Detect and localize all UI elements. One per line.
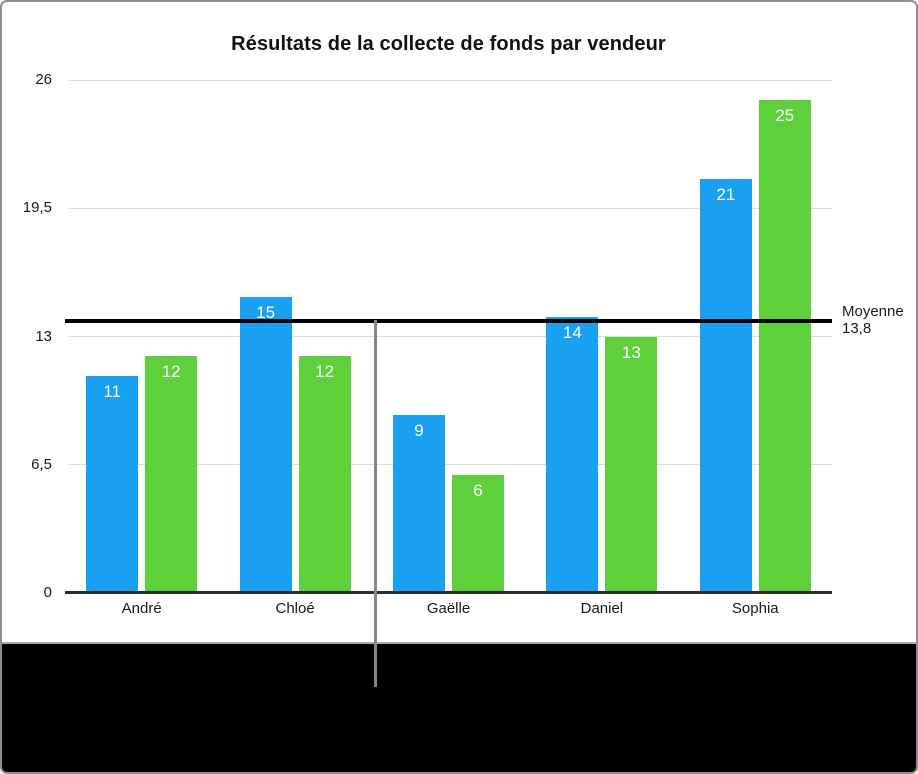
category-label: Gaëlle — [426, 600, 471, 617]
bar — [452, 474, 504, 593]
bar — [298, 356, 351, 593]
bar-value-label: 11 — [103, 381, 122, 401]
gridline — [69, 207, 832, 209]
category-label: Chloé — [275, 600, 315, 617]
bar-value-label: 12 — [161, 362, 181, 382]
footer-black-area — [2, 644, 916, 772]
average-line-label-text: Moyenne — [842, 303, 904, 320]
bar — [393, 415, 445, 593]
bar-value-label: 12 — [315, 362, 335, 382]
category-label: Sophia — [731, 600, 779, 617]
y-tick-label: 0 — [43, 584, 52, 601]
bar-value-label: 14 — [562, 322, 582, 342]
y-tick-label: 13 — [35, 327, 52, 345]
average-reference-line — [65, 318, 832, 323]
vertical-marker-line — [374, 319, 377, 687]
y-tick-label: 6,5 — [31, 455, 52, 473]
average-line-value: 13,8 — [842, 320, 872, 337]
bar — [239, 297, 292, 593]
bar-value-label: 21 — [716, 184, 736, 204]
bar — [145, 356, 198, 593]
bar — [546, 316, 599, 593]
bar — [86, 375, 139, 593]
gridline — [69, 79, 832, 81]
gridline — [69, 464, 832, 466]
footer-divider — [2, 642, 916, 644]
category-label: André — [121, 600, 162, 617]
bar-value-label: 9 — [414, 421, 424, 441]
bar-value-label: 13 — [621, 342, 641, 362]
bar-value-label: 6 — [473, 480, 483, 500]
bar-value-label: 25 — [775, 105, 795, 125]
category-label: Daniel — [580, 600, 624, 617]
bar — [699, 178, 752, 593]
x-axis-line — [65, 591, 832, 594]
bar-value-label: 15 — [256, 303, 276, 323]
bar — [605, 336, 658, 593]
y-tick-label: 26 — [35, 71, 52, 88]
y-tick-label: 19,5 — [22, 199, 52, 217]
chart-title: Résultats de la collecte de fonds par ve… — [231, 33, 666, 55]
gridline — [69, 336, 832, 337]
average-line-label: Moyenne 13,8 — [842, 303, 904, 337]
bar — [758, 99, 811, 593]
